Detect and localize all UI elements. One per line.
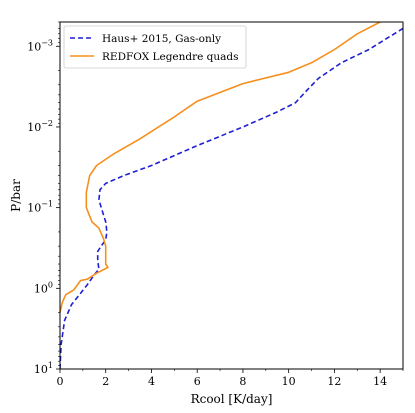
- x-tick-label: 0: [57, 375, 64, 388]
- x-tick-label: 12: [327, 375, 341, 388]
- y-tick-label: 101: [34, 361, 53, 376]
- y-axis-label: P/bar: [9, 179, 23, 212]
- x-axis: 0 2 4 6 8 10 12 14: [57, 369, 404, 388]
- x-tick-label: 14: [373, 375, 387, 388]
- legend: Haus+ 2015, Gas-only REDFOX Legendre qua…: [63, 25, 247, 69]
- x-tick-label: 8: [239, 375, 246, 388]
- series-line-1: [60, 22, 381, 313]
- x-tick-label: 10: [282, 375, 296, 388]
- y-tick-label: 10−1: [27, 200, 53, 215]
- x-tick-label: 2: [102, 375, 109, 388]
- series-line-0: [60, 27, 403, 369]
- plot-frame: [59, 21, 404, 370]
- x-axis-label: Rcool [K/day]: [191, 392, 273, 406]
- y-tick-label: 10−3: [27, 38, 53, 53]
- x-tick-label: 6: [194, 375, 201, 388]
- y-tick-label: 10−2: [27, 119, 53, 134]
- legend-label-haus: Haus+ 2015, Gas-only: [102, 33, 221, 45]
- y-axis: 101 100 10−1 10−2 10−3: [27, 21, 60, 376]
- legend-box: [63, 25, 247, 69]
- legend-label-redfox: REDFOX Legendre quads: [102, 51, 239, 63]
- lines-layer: [60, 22, 403, 369]
- y-tick-label: 100: [34, 280, 53, 295]
- x-tick-label: 4: [148, 375, 155, 388]
